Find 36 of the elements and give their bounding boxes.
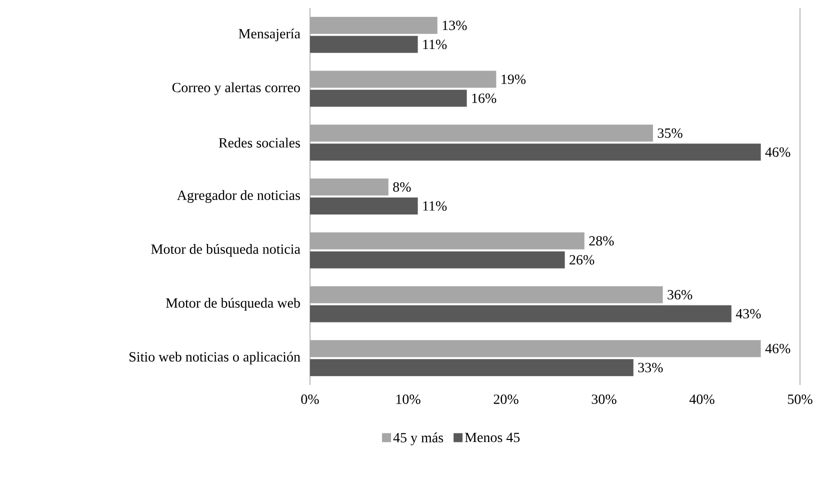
data-label: 26% [570,255,594,265]
bar [310,36,418,53]
x-tick-label: 0% [301,394,319,404]
y-tick-label: Mensajería [238,28,300,42]
x-tick-label: 50% [788,394,812,404]
y-tick-label: Correo y alertas correo [172,82,300,96]
x-tick-label: 10% [396,394,420,404]
y-tick-label: Sitio web noticias o aplicación [130,352,300,364]
data-label: 43% [736,308,761,318]
data-label: 35% [658,128,682,138]
data-label: 11% [423,40,447,50]
bar [310,305,732,322]
bar [310,198,418,214]
x-tick-label: 40% [689,394,714,404]
data-label: 13% [442,20,467,30]
data-label: 16% [472,94,496,104]
y-tick-label: Agregador de noticias [177,190,300,203]
bar [310,90,467,107]
legend-label: Menos 45 [464,432,520,442]
x-tick-label: 30% [592,394,616,404]
data-label: 46% [765,344,790,354]
x-tick-label: 20% [494,394,518,404]
bar [310,251,565,268]
data-label: 36% [668,290,692,300]
y-tick-label: Motor de búsqueda noticia [151,244,300,257]
data-label: 33% [638,362,663,372]
data-label: 11% [423,201,447,211]
bar [310,144,761,161]
data-label: 19% [502,74,526,84]
legend-label: 45 y más [393,432,444,446]
data-label: 8% [393,182,411,192]
y-tick-label: Redes sociales [218,138,300,148]
y-tick-label: Motor de búsqueda web [166,298,300,311]
bar [310,359,634,376]
data-label: 46% [765,147,790,157]
data-label: 28% [589,236,614,246]
